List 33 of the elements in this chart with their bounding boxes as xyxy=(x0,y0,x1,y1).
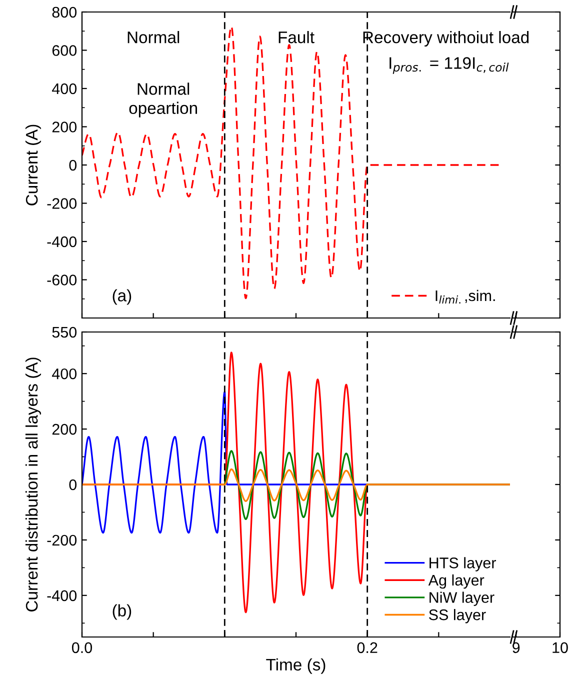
x-tick-label: 0.2 xyxy=(357,642,378,654)
annotation: I$_{pros.}$ = 119I$_{c,coil}$ xyxy=(390,57,509,74)
legend-label: HTS layer xyxy=(430,557,496,572)
annotation: Fault xyxy=(278,31,314,44)
y-tick-label: 200 xyxy=(52,424,77,435)
y-tick-label: 200 xyxy=(52,122,77,132)
annotation: Recovery withoiut load xyxy=(363,31,529,47)
annotation: Normal xyxy=(128,31,180,44)
legend-label: I$_{limi.}$,sim. xyxy=(436,290,495,304)
annotation: Normal opeartion xyxy=(129,82,197,118)
annotation: (a) xyxy=(112,289,132,305)
y-tick-label: 400 xyxy=(52,368,77,380)
legend-label: SS layer xyxy=(429,609,486,624)
x-axis-title: Time (s) xyxy=(266,658,326,674)
y-tick-label: 800 xyxy=(52,6,77,18)
annotation: (b) xyxy=(112,604,132,620)
y-tick-label: 400 xyxy=(52,83,77,94)
x-tick-label: 0.0 xyxy=(72,642,92,654)
y-tick-label: -400 xyxy=(47,236,77,248)
y-axis-title: Current (A) xyxy=(25,124,41,206)
y-tick-label: -200 xyxy=(47,534,77,546)
y-axis-title: Current distribution in all layers (A) xyxy=(25,358,42,612)
x-tick-label: 9 xyxy=(512,642,520,654)
y-tick-label: -600 xyxy=(47,274,77,286)
y-tick-label: -400 xyxy=(47,590,77,602)
y-tick-label: 0 xyxy=(69,160,77,171)
x-tick-label: 10 xyxy=(552,642,568,654)
legend-label: NiW layer xyxy=(430,592,494,606)
y-tick-label: 0 xyxy=(69,479,77,490)
legend-label: Ag layer xyxy=(428,574,484,589)
y-tick-label: 600 xyxy=(52,45,77,56)
y-tick-label: 550 xyxy=(52,326,77,338)
y-tick-label: -200 xyxy=(47,198,77,209)
